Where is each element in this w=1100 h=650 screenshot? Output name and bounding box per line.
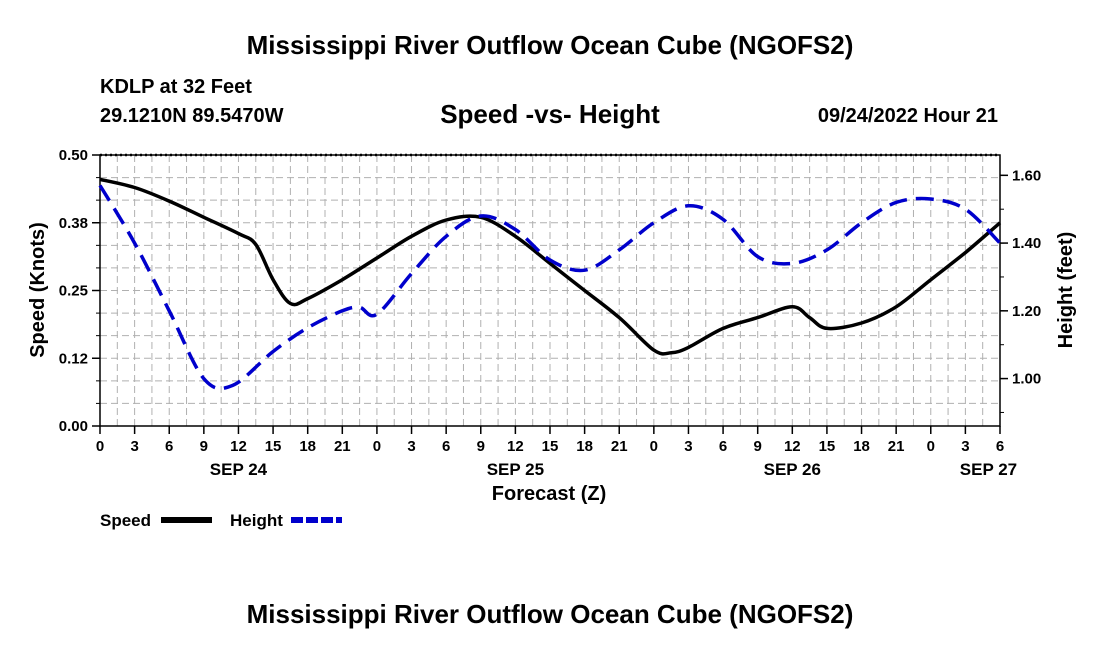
x-tick-label: 3 [407,438,415,455]
station-label: KDLP at 32 Feet [100,76,252,98]
y-tick-label: 0.25 [59,283,88,300]
y-tick-label: 0.00 [59,418,88,435]
bottom-axis: 0 3 6 9 12 15 18 21 0 3 6 9 12 15 18 21 0 3 6 9 12 15 18 21 0 3 6 S… [96,426,1017,479]
x-tick-label: 18 [853,438,870,455]
series-line-height [98,184,1002,391]
legend-label-height: Height [230,511,283,530]
chart-subtitle: Speed -vs- Height [440,99,660,129]
y-tick-label: 0.50 [59,147,88,164]
x-tick-label: 21 [611,438,628,455]
x-date-label: SEP 26 [764,460,821,479]
y2-tick-label: 1.40 [1012,235,1041,252]
x-tick-label: 21 [888,438,905,455]
left-axis: 0.00 0.12 0.25 0.38 0.50 [59,147,100,435]
y-tick-label: 0.12 [59,350,88,367]
x-tick-label: 12 [230,438,247,455]
x-tick-label: 3 [130,438,138,455]
y2-tick-label: 1.00 [1012,371,1041,388]
x-date-label: SEP 25 [487,460,544,479]
y-axis-label: Speed (Knots) [27,222,49,358]
x-tick-label: 0 [650,438,658,455]
x-tick-label: 12 [784,438,801,455]
x-tick-label: 9 [477,438,485,455]
right-axis: 1.00 1.20 1.40 1.60 [1000,167,1041,413]
datetime-label: 09/24/2022 Hour 21 [817,105,998,127]
x-tick-label: 15 [819,438,836,455]
x-tick-label: 9 [754,438,762,455]
y2-axis-label: Height (feet) [1055,232,1077,349]
x-tick-label: 21 [334,438,351,455]
chart-repeat-title: Mississippi River Outflow Ocean Cube (NG… [246,599,854,629]
x-tick-label: 0 [96,438,104,455]
chart-main-title: Mississippi River Outflow Ocean Cube (NG… [246,30,854,60]
x-tick-label: 9 [200,438,208,455]
legend: Speed Height [100,511,342,530]
x-axis-label: Forecast (Z) [492,483,606,505]
x-tick-label: 6 [996,438,1004,455]
x-tick-label: 18 [576,438,593,455]
x-tick-label: 18 [299,438,316,455]
x-date-label: SEP 27 [960,460,1017,479]
x-date-label: SEP 24 [210,460,268,479]
x-tick-label: 15 [265,438,282,455]
x-tick-label: 15 [542,438,559,455]
y-tick-label: 0.38 [59,215,88,232]
x-tick-label: 12 [507,438,524,455]
x-tick-label: 6 [442,438,450,455]
x-tick-label: 0 [927,438,935,455]
x-tick-label: 0 [373,438,381,455]
y2-tick-label: 1.20 [1012,303,1041,320]
x-tick-label: 3 [684,438,692,455]
series-layer [98,177,1002,391]
series-line-speed [99,177,1002,356]
y2-tick-label: 1.60 [1012,167,1041,184]
x-tick-label: 6 [719,438,727,455]
coordinates-label: 29.1210N 89.5470W [100,105,284,127]
x-tick-label: 3 [961,438,969,455]
legend-label-speed: Speed [100,511,151,530]
x-tick-label: 6 [165,438,173,455]
